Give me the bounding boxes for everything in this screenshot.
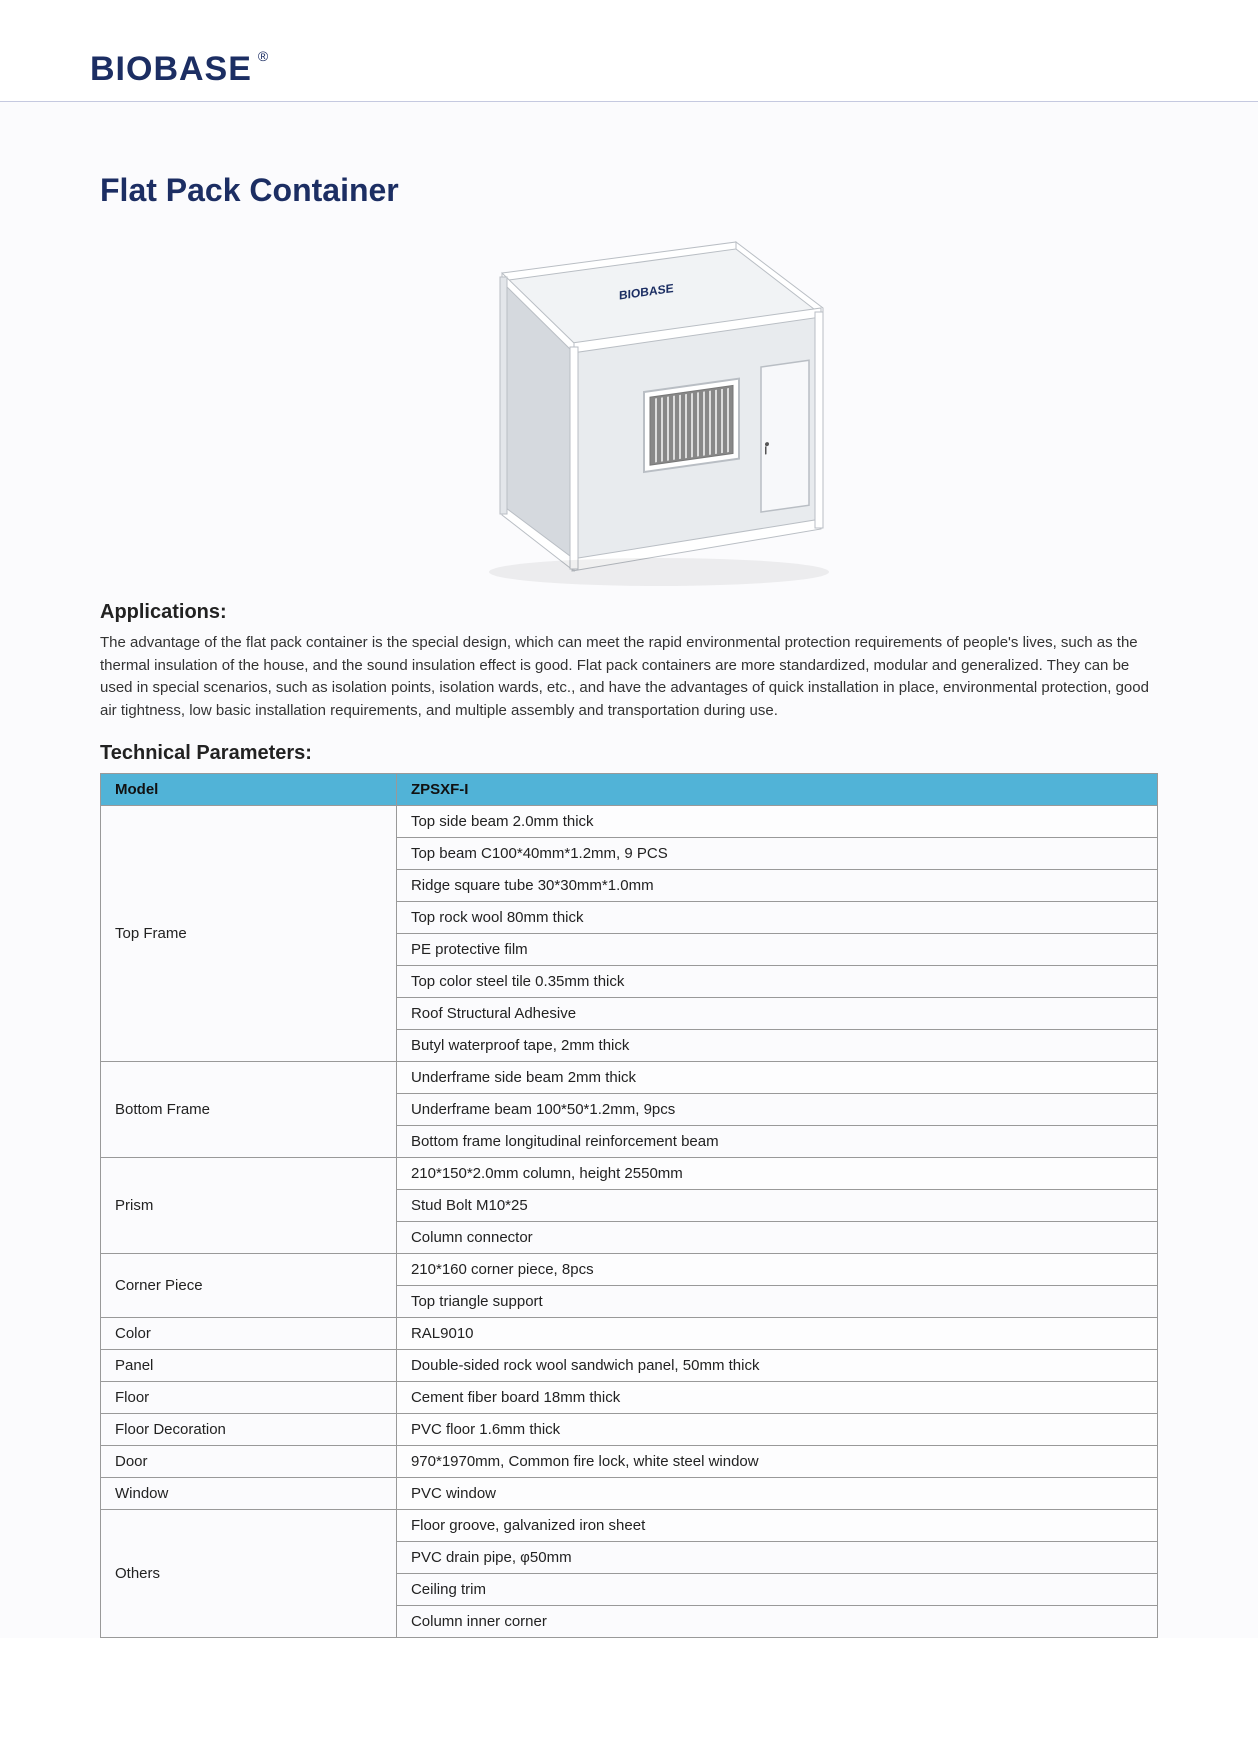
- table-row-label: Prism: [101, 1158, 397, 1254]
- table-row-value: Underframe beam 100*50*1.2mm, 9pcs: [396, 1094, 1157, 1126]
- table-row-value: 210*150*2.0mm column, height 2550mm: [396, 1158, 1157, 1190]
- table-header-model: Model: [101, 774, 397, 806]
- table-row-value: Stud Bolt M10*25: [396, 1190, 1157, 1222]
- table-row-label: Others: [101, 1510, 397, 1638]
- table-header-value: ZPSXF-I: [396, 774, 1157, 806]
- table-row-value: PVC drain pipe, φ50mm: [396, 1542, 1157, 1574]
- table-row-label: Floor: [101, 1382, 397, 1414]
- table-row: WindowPVC window: [101, 1478, 1158, 1510]
- table-row-value: 970*1970mm, Common fire lock, white stee…: [396, 1446, 1157, 1478]
- table-row-value: Top side beam 2.0mm thick: [396, 806, 1157, 838]
- table-row-value: 210*160 corner piece, 8pcs: [396, 1254, 1157, 1286]
- table-header-row: Model ZPSXF-I: [101, 774, 1158, 806]
- table-row-label: Floor Decoration: [101, 1414, 397, 1446]
- page-title: Flat Pack Container: [100, 172, 1158, 209]
- table-row-value: Top beam C100*40mm*1.2mm, 9 PCS: [396, 838, 1157, 870]
- table-row: Floor DecorationPVC floor 1.6mm thick: [101, 1414, 1158, 1446]
- product-image: BIOBASE: [100, 217, 1158, 597]
- table-row: FloorCement fiber board 18mm thick: [101, 1382, 1158, 1414]
- table-row-label: Panel: [101, 1350, 397, 1382]
- table-row-value: PE protective film: [396, 934, 1157, 966]
- table-row-value: Roof Structural Adhesive: [396, 998, 1157, 1030]
- table-row-value: Top rock wool 80mm thick: [396, 902, 1157, 934]
- table-row-value: Top color steel tile 0.35mm thick: [396, 966, 1157, 998]
- table-row-value: PVC floor 1.6mm thick: [396, 1414, 1157, 1446]
- table-row-label: Bottom Frame: [101, 1062, 397, 1158]
- table-row-label: Window: [101, 1478, 397, 1510]
- tech-params-heading: Technical Parameters:: [100, 742, 1158, 765]
- table-row-value: Underframe side beam 2mm thick: [396, 1062, 1157, 1094]
- table-row-value: Butyl waterproof tape, 2mm thick: [396, 1030, 1157, 1062]
- table-row-label: Door: [101, 1446, 397, 1478]
- table-row-value: Column inner corner: [396, 1606, 1157, 1638]
- table-row-label: Top Frame: [101, 806, 397, 1062]
- table-row: Corner Piece210*160 corner piece, 8pcs: [101, 1254, 1158, 1286]
- table-row: Top FrameTop side beam 2.0mm thick: [101, 806, 1158, 838]
- table-row: Bottom FrameUnderframe side beam 2mm thi…: [101, 1062, 1158, 1094]
- logo: BIOBASE ®: [90, 50, 1258, 89]
- table-row: ColorRAL9010: [101, 1318, 1158, 1350]
- logo-registered: ®: [258, 48, 268, 64]
- table-row-value: PVC window: [396, 1478, 1157, 1510]
- applications-heading: Applications:: [100, 601, 1158, 624]
- table-row-label: Color: [101, 1318, 397, 1350]
- table-row-value: RAL9010: [396, 1318, 1157, 1350]
- content: Flat Pack Container BIOBASE: [0, 102, 1258, 1638]
- tech-params-table: Model ZPSXF-I Top FrameTop side beam 2.0…: [100, 773, 1158, 1638]
- table-row: Door970*1970mm, Common fire lock, white …: [101, 1446, 1158, 1478]
- applications-text: The advantage of the flat pack container…: [100, 632, 1158, 722]
- table-row-value: Top triangle support: [396, 1286, 1157, 1318]
- table-row-label: Corner Piece: [101, 1254, 397, 1318]
- table-row-value: Ceiling trim: [396, 1574, 1157, 1606]
- table-row-value: Bottom frame longitudinal reinforcement …: [396, 1126, 1157, 1158]
- table-row-value: Cement fiber board 18mm thick: [396, 1382, 1157, 1414]
- page-header: BIOBASE ®: [0, 0, 1258, 102]
- container-illustration: BIOBASE: [389, 217, 869, 597]
- table-row-value: Ridge square tube 30*30mm*1.0mm: [396, 870, 1157, 902]
- table-row-value: Floor groove, galvanized iron sheet: [396, 1510, 1157, 1542]
- table-row: Prism210*150*2.0mm column, height 2550mm: [101, 1158, 1158, 1190]
- table-row: PanelDouble-sided rock wool sandwich pan…: [101, 1350, 1158, 1382]
- logo-text: BIOBASE: [90, 50, 252, 89]
- table-row-value: Column connector: [396, 1222, 1157, 1254]
- table-row: OthersFloor groove, galvanized iron shee…: [101, 1510, 1158, 1542]
- table-row-value: Double-sided rock wool sandwich panel, 5…: [396, 1350, 1157, 1382]
